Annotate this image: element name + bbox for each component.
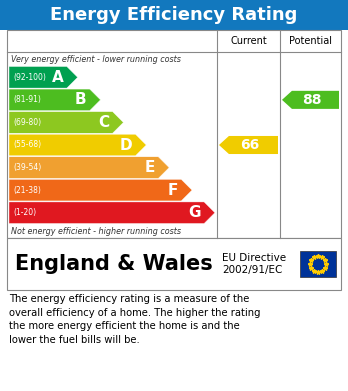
Text: D: D [120, 138, 133, 152]
Bar [0, 0, 348, 30]
Text: Very energy efficient - lower running costs: Very energy efficient - lower running co… [11, 54, 181, 63]
Polygon shape [9, 66, 78, 88]
Text: Not energy efficient - higher running costs: Not energy efficient - higher running co… [11, 226, 181, 235]
Text: 66: 66 [240, 138, 260, 152]
Text: (92-100): (92-100) [13, 73, 46, 82]
Text: Current: Current [230, 36, 267, 46]
Polygon shape [9, 157, 169, 178]
Text: England & Wales: England & Wales [15, 254, 213, 274]
Text: B: B [75, 92, 87, 108]
Polygon shape [9, 89, 101, 111]
Polygon shape [9, 179, 192, 201]
Polygon shape [9, 134, 146, 156]
Polygon shape [9, 112, 124, 133]
Polygon shape [9, 202, 215, 224]
Text: 88: 88 [302, 93, 322, 107]
Text: E: E [145, 160, 155, 175]
Text: A: A [52, 70, 64, 85]
Text: (21-38): (21-38) [13, 186, 41, 195]
Text: (1-20): (1-20) [13, 208, 36, 217]
Text: Energy Efficiency Rating: Energy Efficiency Rating [50, 6, 298, 24]
Text: 2002/91/EC: 2002/91/EC [222, 265, 282, 275]
Text: C: C [98, 115, 110, 130]
Polygon shape [282, 91, 339, 109]
Text: The energy efficiency rating is a measure of the
overall efficiency of a home. T: The energy efficiency rating is a measur… [9, 294, 261, 345]
Text: (55-68): (55-68) [13, 140, 41, 149]
Polygon shape [219, 136, 278, 154]
Text: (69-80): (69-80) [13, 118, 41, 127]
Text: G: G [189, 205, 201, 220]
Text: F: F [168, 183, 178, 197]
Text: EU Directive: EU Directive [222, 253, 286, 263]
Text: Potential: Potential [289, 36, 332, 46]
Text: (39-54): (39-54) [13, 163, 41, 172]
Bar [300, 251, 336, 277]
Text: (81-91): (81-91) [13, 95, 41, 104]
Bar [7, 238, 341, 290]
Bar [7, 30, 341, 238]
